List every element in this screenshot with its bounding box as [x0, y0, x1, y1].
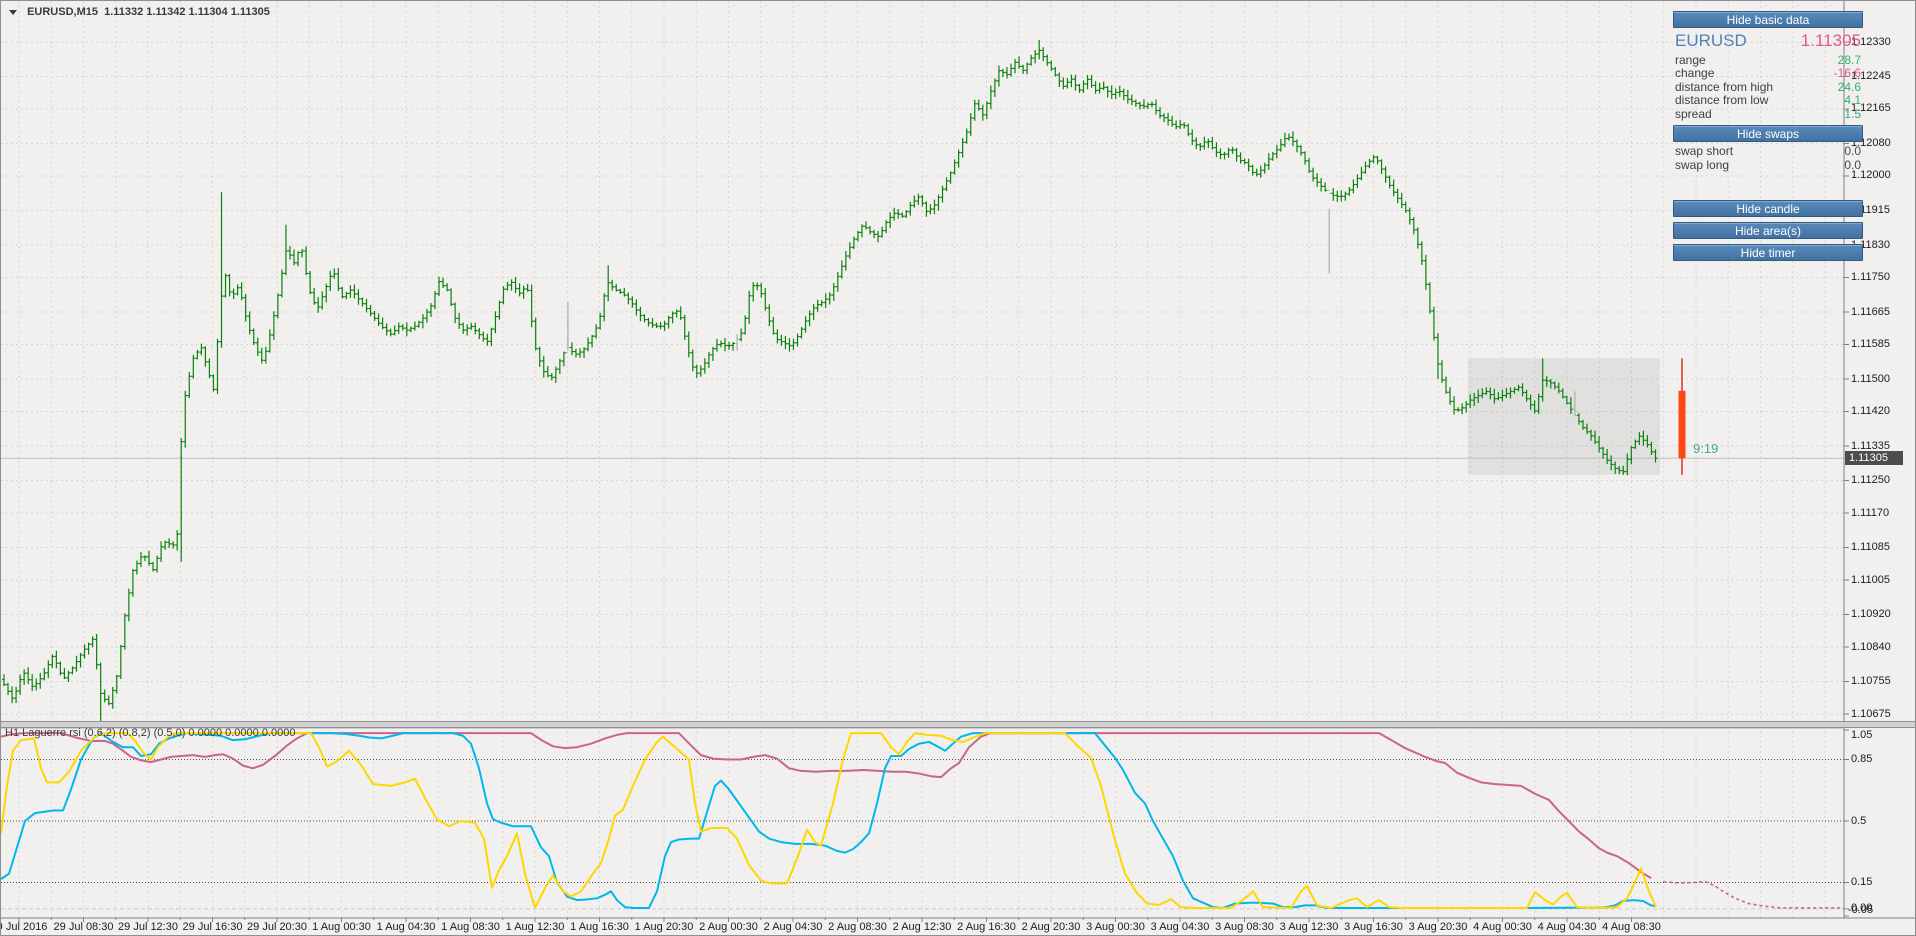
price-axis-label: 1.12000 — [1851, 169, 1891, 182]
time-axis-label: 1 Aug 20:30 — [634, 921, 694, 933]
time-axis-label: 3 Aug 20:30 — [1408, 921, 1468, 933]
time-axis-label: 29 Jul 08:30 — [53, 921, 114, 933]
price-axis-label: 1.10920 — [1851, 608, 1891, 621]
time-axis-label: 3 Aug 12:30 — [1279, 921, 1339, 933]
hide-swaps-button[interactable]: Hide swaps — [1673, 125, 1863, 142]
price-axis-label: 1.11005 — [1851, 573, 1890, 586]
swap-long-row: swap long 0.0 — [1675, 158, 1861, 172]
time-axis-label: 1 Aug 16:30 — [570, 921, 629, 933]
info-panel: Hide basic data EURUSD 1.11305 range 28.… — [1673, 1, 1865, 271]
indicator-axis-label: 0.00 — [1851, 902, 1873, 915]
distance-from-high-value: 24.6 — [1837, 80, 1861, 94]
time-axis-label: 2 Aug 16:30 — [957, 921, 1016, 933]
swap-short-value: 0.0 — [1844, 144, 1861, 158]
price-axis-label: 1.11665 — [1851, 305, 1890, 318]
time-axis-label: 29 Jul 12:30 — [118, 921, 178, 933]
price-axis-label: 1.11420 — [1851, 404, 1890, 417]
range-row: range 28.7 — [1675, 53, 1861, 67]
indicator-axis-label: 0.5 — [1851, 814, 1867, 827]
time-axis-label: 2 Aug 00:30 — [699, 921, 758, 933]
time-axis-label: 29 Jul 2016 — [1, 921, 48, 933]
price-axis-label: 1.12245 — [1851, 70, 1891, 82]
indicator-axis-label: 1.05 — [1851, 728, 1873, 741]
distance-from-low-row: distance from low 4.1 — [1675, 93, 1861, 107]
chart-title: EURUSD,M15 1.11332 1.11342 1.11304 1.113… — [9, 6, 270, 18]
indicator-axis-label: 0.85 — [1851, 753, 1873, 765]
symbol-dropdown-icon[interactable] — [9, 9, 17, 15]
time-axis-label: 4 Aug 04:30 — [1537, 921, 1597, 933]
price-axis-label: 1.12330 — [1851, 35, 1891, 48]
time-axis-label: 1 Aug 04:30 — [376, 921, 436, 933]
symbol-row: EURUSD 1.11305 — [1675, 30, 1861, 52]
price-axis-label: 1.10840 — [1851, 640, 1891, 653]
time-axis-label: 2 Aug 04:30 — [763, 921, 823, 933]
panel-splitter[interactable] — [1, 721, 1915, 728]
spread-row: spread 1.5 — [1675, 107, 1861, 121]
distance-from-low-value: 4.1 — [1844, 93, 1861, 107]
distance-from-high-row: distance from high 24.6 — [1675, 80, 1861, 94]
swap-short-label: swap short — [1675, 144, 1734, 158]
hide-basic-data-button[interactable]: Hide basic data — [1673, 11, 1863, 28]
price-axis-label: 1.10755 — [1851, 675, 1891, 688]
change-value: -16.6 — [1833, 66, 1861, 80]
hide-timer-button[interactable]: Hide timer — [1673, 244, 1863, 261]
spread-label: spread — [1675, 107, 1712, 121]
title-ohlc: 1.11332 1.11342 1.11304 1.11305 — [104, 6, 270, 18]
price-axis-label: 1.11170 — [1851, 506, 1890, 519]
panel-bid-price: 1.11305 — [1800, 31, 1861, 50]
panel-symbol: EURUSD — [1675, 31, 1747, 50]
time-axis-label: 2 Aug 08:30 — [828, 921, 887, 933]
swap-short-row: swap short 0.0 — [1675, 144, 1861, 158]
time-axis-label: 29 Jul 20:30 — [247, 921, 307, 933]
time-axis-label: 1 Aug 08:30 — [441, 921, 500, 933]
time-axis-label: 29 Jul 16:30 — [182, 921, 243, 933]
swap-long-value: 0.0 — [1844, 158, 1861, 172]
time-axis-label: 3 Aug 04:30 — [1150, 921, 1210, 933]
price-axis-label: 1.11585 — [1851, 338, 1890, 350]
swap-long-label: swap long — [1675, 158, 1730, 172]
time-axis-label: 2 Aug 20:30 — [1021, 921, 1081, 933]
price-axis-label: 1.11335 — [1851, 439, 1890, 452]
time-axis-label: 3 Aug 08:30 — [1215, 921, 1274, 933]
time-axis-label: 1 Aug 00:30 — [312, 921, 371, 933]
candle-timer: 9:19 — [1693, 441, 1719, 456]
price-axis-label: 1.11500 — [1851, 372, 1890, 385]
time-axis-label: 3 Aug 00:30 — [1086, 921, 1145, 933]
indicator-label: H1 Laguerre rsi (0.6,2) (0.8,2) (0.5,0) … — [5, 727, 296, 739]
spread-value: 1.5 — [1844, 107, 1861, 121]
price-axis-label: 1.10675 — [1851, 707, 1891, 720]
hide-candle-button[interactable]: Hide candle — [1673, 200, 1863, 217]
time-axis-label: 2 Aug 12:30 — [892, 921, 952, 933]
time-axis-label: 1 Aug 12:30 — [505, 921, 565, 933]
time-axis-label: 3 Aug 16:30 — [1344, 921, 1403, 933]
price-axis-label: 1.11250 — [1851, 474, 1890, 487]
change-row: change -16.6 — [1675, 66, 1861, 80]
price-axis-label: 1.11750 — [1851, 271, 1890, 283]
price-axis-label: 1.12165 — [1851, 102, 1891, 115]
price-axis-label: 1.11085 — [1851, 541, 1890, 554]
time-axis-label: 4 Aug 08:30 — [1602, 921, 1661, 933]
hide-areas-button[interactable]: Hide area(s) — [1673, 222, 1863, 239]
current-price-tag: 1.11305 — [1845, 451, 1903, 465]
distance-from-high-label: distance from high — [1675, 80, 1774, 94]
title-symbol: EURUSD,M15 — [27, 6, 98, 18]
indicator-axis-label: -0.05 — [1848, 903, 1874, 916]
indicator-axis-label: 0.15 — [1851, 876, 1873, 888]
time-axis-label: 4 Aug 00:30 — [1473, 921, 1532, 933]
range-value: 28.7 — [1837, 53, 1861, 67]
range-label: range — [1675, 53, 1706, 67]
distance-from-low-label: distance from low — [1675, 93, 1769, 107]
change-label: change — [1675, 66, 1715, 80]
